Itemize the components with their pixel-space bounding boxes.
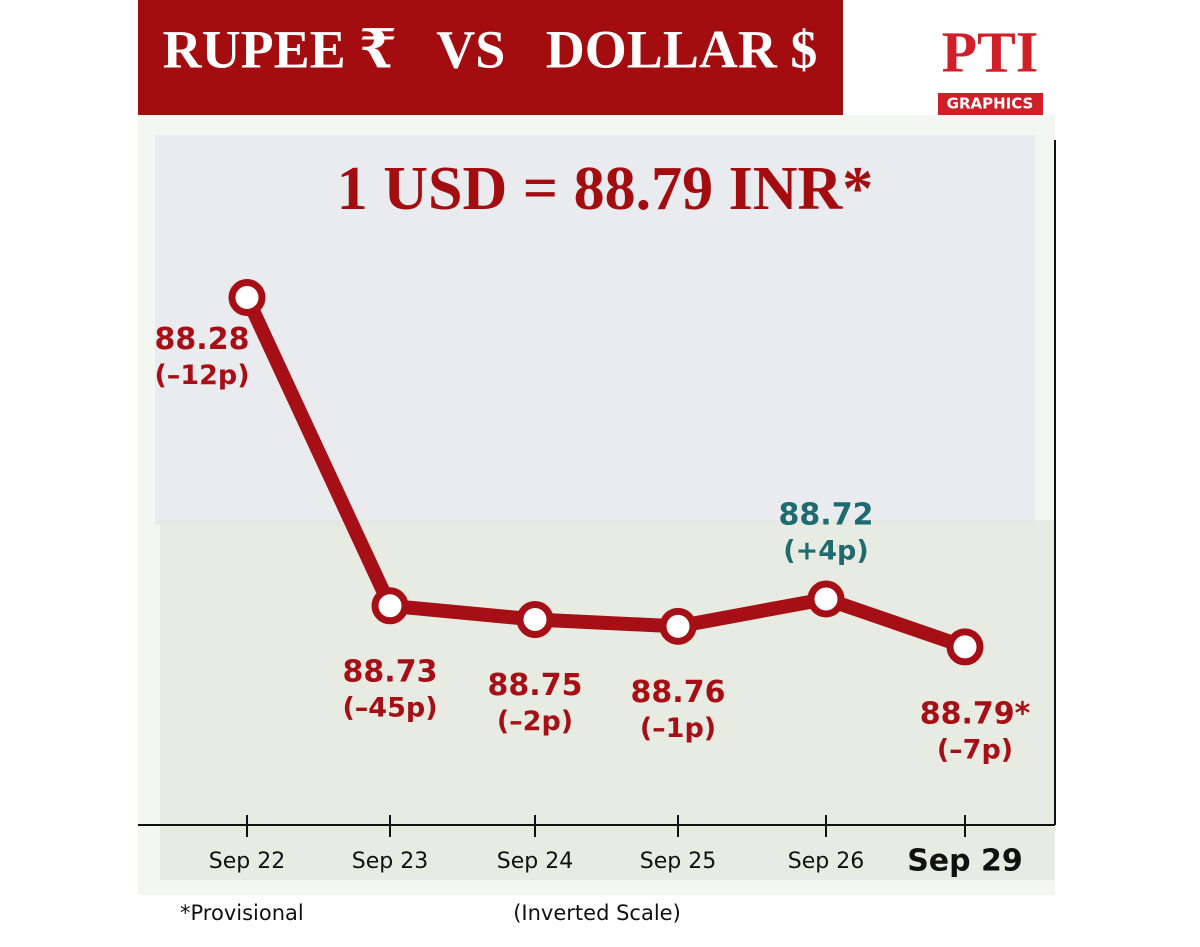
change-label: (+4p)	[783, 535, 868, 566]
logo-box	[938, 93, 1043, 115]
value-label: 88.28	[155, 322, 250, 357]
headline: 1 USD = 88.79 INR*	[337, 155, 874, 223]
point	[659, 607, 697, 645]
point	[946, 628, 984, 666]
change-label: (–45p)	[342, 692, 437, 723]
line	[240, 294, 968, 654]
point	[807, 580, 845, 618]
chart-title: RUPEE ₹ VS DOLLAR $	[163, 19, 818, 79]
change-label: (–1p)	[640, 713, 716, 744]
value-label: 88.73	[343, 654, 438, 689]
x-tick-label: Sep 24	[497, 849, 573, 874]
x-tick-label: Sep 26	[788, 849, 864, 874]
logo-caption: GRAPHICS	[947, 95, 1034, 113]
value-label: 88.76	[631, 675, 726, 710]
x-tick-label: Sep 23	[352, 849, 428, 874]
rupee-note-art	[155, 135, 1035, 525]
point	[371, 587, 409, 625]
x-tick-label: Sep 29	[907, 844, 1023, 879]
footnote: *Provisional	[180, 901, 304, 925]
value-label: 88.75	[488, 668, 583, 703]
change-label: (–12p)	[154, 360, 249, 391]
value-label: 88.72	[779, 497, 874, 532]
change-label: (–7p)	[937, 734, 1013, 765]
x-tick-label: Sep 22	[209, 849, 285, 874]
scale-note: (Inverted Scale)	[513, 901, 681, 925]
point	[228, 279, 266, 317]
logo: PTI	[942, 19, 1039, 84]
dollar-note-art	[160, 520, 1055, 880]
x-tick-label: Sep 25	[640, 849, 716, 874]
title-bar	[138, 0, 843, 115]
value-label: 88.79*	[920, 696, 1031, 731]
point	[516, 601, 554, 638]
change-label: (–2p)	[497, 706, 573, 737]
